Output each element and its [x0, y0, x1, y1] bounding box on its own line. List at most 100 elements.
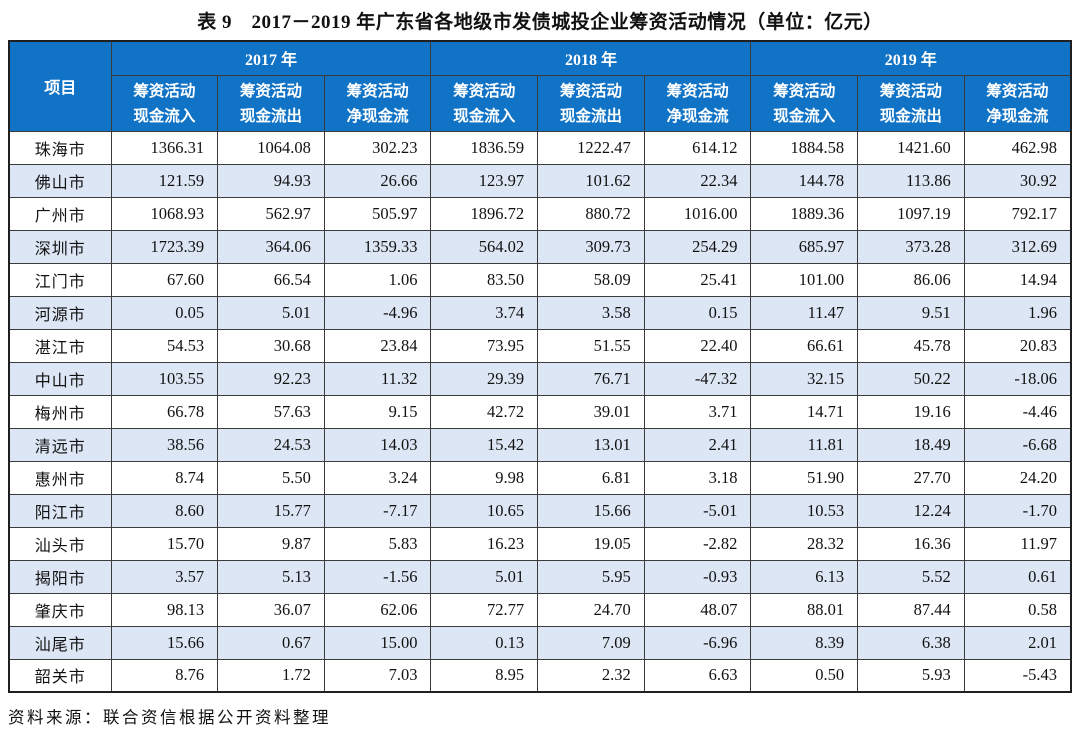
city-cell: 梅州市: [8, 394, 112, 429]
table-row: 珠海市 1366.31 1064.08 302.23 1836.59 1222.47 614…: [8, 130, 1072, 165]
value-cell: 7.09: [537, 625, 645, 660]
table-row: 深圳市 1723.39 364.06 1359.33 564.02 309.73 254.2…: [8, 229, 1072, 264]
value-cell: 5.52: [857, 559, 965, 594]
value-cell: 32.15: [750, 361, 859, 396]
value-cell: 42.72: [430, 394, 539, 429]
value-cell: 14.71: [750, 394, 859, 429]
value-cell: 11.97: [963, 526, 1072, 561]
value-cell: 1016.00: [643, 196, 752, 231]
column-header-line1: 筹资活动: [879, 82, 942, 100]
table-row: 江门市 67.60 66.54 1.06 83.50 58.09 25.41 101.00 86…: [8, 262, 1072, 297]
value-cell: 24.20: [963, 460, 1072, 495]
value-cell: 364.06: [217, 229, 325, 264]
year-group-2019: 2019 年: [750, 40, 1072, 76]
value-cell: 15.00: [323, 625, 432, 660]
value-cell: 13.01: [537, 427, 645, 462]
column-header-line1: 筹资活动: [773, 82, 836, 100]
value-cell: 22.40: [643, 328, 752, 363]
value-cell: 8.95: [430, 658, 539, 693]
column-header: 筹资活动 现金流出: [537, 74, 645, 132]
value-cell: 123.97: [430, 163, 539, 198]
value-cell: 614.12: [643, 130, 752, 165]
value-cell: 1064.08: [217, 130, 325, 165]
year-group-2018: 2018 年: [430, 40, 752, 76]
value-cell: 16.23: [430, 526, 539, 561]
column-header-line2: 净现金流: [986, 107, 1049, 125]
value-cell: 564.02: [430, 229, 539, 264]
table-row: 汕头市 15.70 9.87 5.83 16.23 19.05 -2.82 28.32 16.3…: [8, 526, 1072, 561]
corner-header-cell: 项目: [8, 40, 112, 132]
table-row: 湛江市 54.53 30.68 23.84 73.95 51.55 22.40 66.61 45…: [8, 328, 1072, 363]
value-cell: 3.71: [643, 394, 752, 429]
value-cell: 462.98: [963, 130, 1072, 165]
value-cell: 67.60: [110, 262, 219, 297]
value-cell: 29.39: [430, 361, 539, 396]
table-body: 珠海市 1366.31 1064.08 302.23 1836.59 1222.47 614…: [8, 130, 1072, 693]
table-row: 广州市 1068.93 562.97 505.97 1896.72 880.72 1016.…: [8, 196, 1072, 231]
value-cell: 45.78: [857, 328, 965, 363]
value-cell: 302.23: [323, 130, 432, 165]
value-cell: 88.01: [750, 592, 859, 627]
value-cell: -6.96: [643, 625, 752, 660]
value-cell: 72.77: [430, 592, 539, 627]
city-cell: 江门市: [8, 262, 112, 297]
value-cell: 8.76: [110, 658, 219, 693]
value-cell: 19.16: [857, 394, 965, 429]
value-cell: 1.06: [323, 262, 432, 297]
value-cell: 15.42: [430, 427, 539, 462]
column-header: 筹资活动 现金流出: [217, 74, 325, 132]
value-cell: 5.83: [323, 526, 432, 561]
value-cell: 101.62: [537, 163, 645, 198]
value-cell: 1889.36: [750, 196, 859, 231]
value-cell: 5.50: [217, 460, 325, 495]
value-cell: 76.71: [537, 361, 645, 396]
value-cell: 6.81: [537, 460, 645, 495]
value-cell: 1.96: [963, 295, 1072, 330]
value-cell: 22.34: [643, 163, 752, 198]
value-cell: 15.66: [537, 493, 645, 528]
column-header-line1: 筹资活动: [986, 82, 1049, 100]
value-cell: 1068.93: [110, 196, 219, 231]
value-cell: 9.15: [323, 394, 432, 429]
value-cell: 3.57: [110, 559, 219, 594]
value-cell: 6.38: [857, 625, 965, 660]
value-cell: 312.69: [963, 229, 1072, 264]
value-cell: 5.01: [217, 295, 325, 330]
value-cell: 50.22: [857, 361, 965, 396]
column-header-line2: 净现金流: [666, 107, 729, 125]
column-header-line1: 筹资活动: [346, 82, 409, 100]
value-cell: 28.32: [750, 526, 859, 561]
value-cell: 20.83: [963, 328, 1072, 363]
table-row: 揭阳市 3.57 5.13 -1.56 5.01 5.95 -0.93 6.13 5.52 0.6…: [8, 559, 1072, 594]
subheader-row: 筹资活动 现金流入 筹资活动 现金流出 筹资活动 净现金流 筹资活动 现金流入 筹资活动 现金流出…: [9, 74, 1072, 132]
value-cell: 1836.59: [430, 130, 539, 165]
value-cell: 8.74: [110, 460, 219, 495]
column-header-line1: 筹资活动: [133, 82, 196, 100]
table-row: 阳江市 8.60 15.77 -7.17 10.65 15.66 -5.01 10.53 12.…: [8, 493, 1072, 528]
value-cell: 14.03: [323, 427, 432, 462]
value-cell: 24.53: [217, 427, 325, 462]
value-cell: 5.01: [430, 559, 539, 594]
value-cell: 98.13: [110, 592, 219, 627]
table-row: 汕尾市 15.66 0.67 15.00 0.13 7.09 -6.96 8.39 6.38 2.…: [8, 625, 1072, 660]
value-cell: 48.07: [643, 592, 752, 627]
city-cell: 珠海市: [8, 130, 112, 165]
column-header: 筹资活动 净现金流: [963, 74, 1072, 132]
value-cell: 2.01: [963, 625, 1072, 660]
value-cell: -4.96: [323, 295, 432, 330]
column-header: 筹资活动 净现金流: [323, 74, 432, 132]
column-header: 筹资活动 现金流入: [430, 74, 539, 132]
value-cell: 8.60: [110, 493, 219, 528]
value-cell: 30.92: [963, 163, 1072, 198]
city-cell: 佛山市: [8, 163, 112, 198]
city-cell: 汕头市: [8, 526, 112, 561]
column-header: 筹资活动 净现金流: [643, 74, 752, 132]
column-header-line1: 筹资活动: [453, 82, 516, 100]
value-cell: 3.18: [643, 460, 752, 495]
table-header: 项目 2017 年 2018 年 2019 年 筹资活动 现金流入 筹资活动 现金流出…: [8, 40, 1072, 132]
value-cell: 9.98: [430, 460, 539, 495]
value-cell: -2.82: [643, 526, 752, 561]
value-cell: 51.90: [750, 460, 859, 495]
source-note: 资料来源：联合资信根据公开资料整理: [8, 708, 331, 727]
